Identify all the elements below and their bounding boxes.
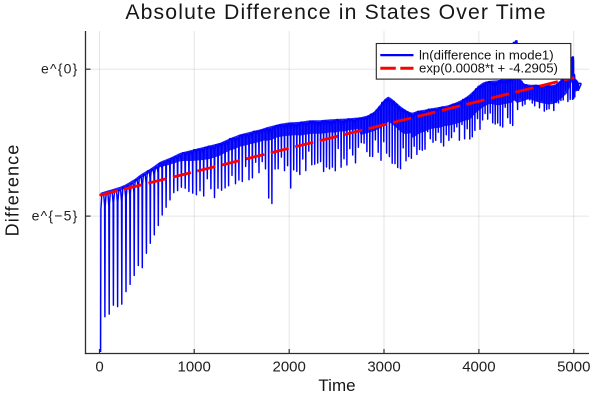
svg-text:Absolute Difference in States: Absolute Difference in States Over Time xyxy=(125,1,546,24)
svg-text:ln(difference in mode1): ln(difference in mode1) xyxy=(419,47,554,62)
svg-text:5000: 5000 xyxy=(557,359,590,376)
svg-text:3000: 3000 xyxy=(367,359,400,376)
svg-text:Time: Time xyxy=(318,376,355,395)
svg-text:exp(0.0008*t + -4.2905): exp(0.0008*t + -4.2905) xyxy=(419,61,558,76)
svg-text:2000: 2000 xyxy=(273,359,306,376)
svg-text:4000: 4000 xyxy=(462,359,495,376)
svg-text:1000: 1000 xyxy=(178,359,211,376)
svg-text:e^{−5}: e^{−5} xyxy=(32,207,79,223)
svg-text:e^{0}: e^{0} xyxy=(41,61,79,77)
svg-text:0: 0 xyxy=(95,359,103,376)
svg-text:Difference: Difference xyxy=(2,144,22,237)
